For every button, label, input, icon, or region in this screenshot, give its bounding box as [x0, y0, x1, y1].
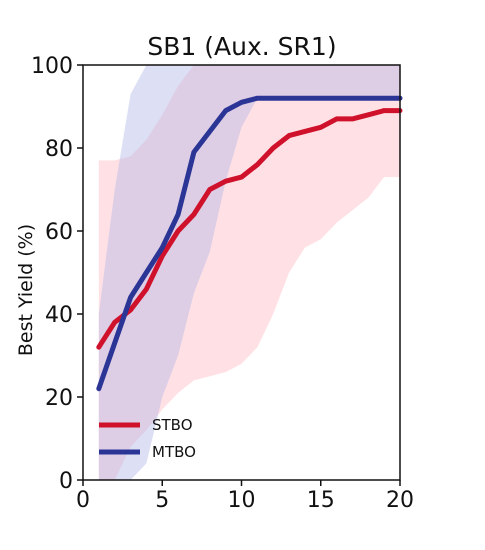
y-tick-label: 100 — [31, 54, 73, 79]
confidence-bands — [98, 65, 401, 480]
y-tick-label: 0 — [59, 469, 73, 494]
series-line-mtbo — [96, 95, 403, 392]
series-line-stbo — [96, 108, 403, 350]
y-tick-label: 40 — [45, 303, 73, 328]
band-stbo — [98, 65, 401, 480]
x-axis-ticks: 0 5 10 15 20 — [76, 480, 414, 513]
y-tick-label: 60 — [45, 220, 73, 245]
x-tick-label: 10 — [228, 488, 256, 513]
chart-title: SB1 (Aux. SR1) — [147, 32, 336, 61]
legend: STBO MTBO — [99, 416, 196, 461]
series-lines — [96, 95, 403, 392]
x-tick-label: 0 — [76, 488, 90, 513]
band-mtbo — [98, 65, 401, 480]
y-tick-label: 20 — [45, 386, 73, 411]
legend-label-stbo: STBO — [152, 416, 193, 434]
x-tick-label: 5 — [155, 488, 169, 513]
y-axis-ticks: 0 20 40 60 80 100 — [31, 54, 83, 494]
x-tick-label: 20 — [386, 488, 414, 513]
y-tick-label: 80 — [45, 137, 73, 162]
y-axis-label: Best Yield (%) — [15, 224, 37, 356]
x-tick-label: 15 — [307, 488, 335, 513]
legend-label-mtbo: MTBO — [152, 443, 196, 461]
